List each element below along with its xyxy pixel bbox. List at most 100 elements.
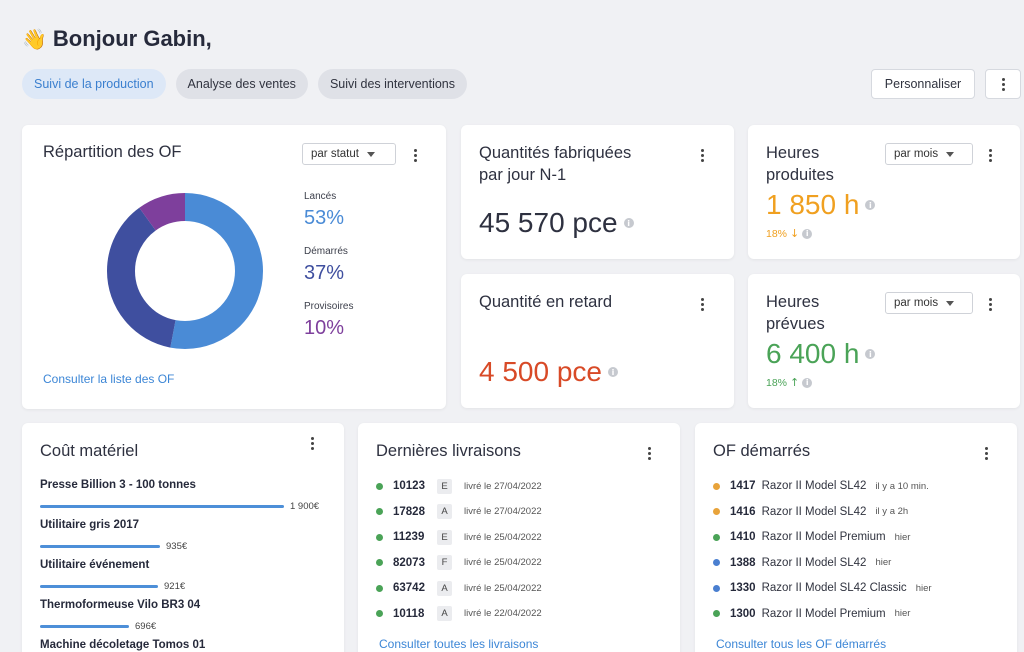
delivery-badge: A: [437, 606, 452, 621]
daily-quantity-value: 45 570 pce i: [479, 207, 634, 239]
material-cost-card: Coût matériel Presse Billion 3 - 100 ton…: [22, 423, 344, 652]
title-line-2: prévues: [766, 315, 825, 333]
info-icon[interactable]: i: [865, 200, 876, 210]
period-filter-select[interactable]: par mois: [885, 143, 973, 165]
more-vertical-icon[interactable]: [644, 446, 654, 460]
delivery-date: livré le 22/04/2022: [464, 608, 542, 619]
late-quantity-card: Quantité en retard 4 500 pce i: [461, 274, 734, 408]
cost-item: Thermoformeuse Vilo BR3 04 696€: [40, 599, 340, 632]
of-list-link[interactable]: Consulter la liste des OF: [43, 372, 175, 386]
status-dot: [376, 482, 383, 490]
select-value: par statut: [311, 148, 359, 160]
more-vertical-icon: [998, 77, 1008, 91]
cost-label: Thermoformeuse Vilo BR3 04: [40, 599, 201, 611]
started-of-card: OF démarrés 1417 Razor II Model SL42 il y …: [695, 423, 1017, 652]
of-number: 1388: [730, 556, 756, 569]
delivery-date: livré le 25/04/2022: [464, 531, 542, 543]
legend-label-provisional: Provisoires: [304, 301, 354, 312]
tab-interventions[interactable]: Suivi des interventions: [317, 69, 468, 99]
hours-produced-card: Heures produites par mois 1 850 h i 18% …: [748, 125, 1020, 259]
started-of-row[interactable]: 1330 Razor II Model SL42 Classic hier: [713, 580, 932, 596]
value-text: 45 570 pce: [479, 207, 618, 238]
info-icon[interactable]: i: [802, 228, 813, 239]
late-quantity-value: 4 500 pce i: [479, 356, 618, 388]
daily-quantity-card: Quantités fabriquées par jour N-1 45 570…: [461, 125, 734, 259]
trend-value: 18%: [766, 376, 788, 389]
of-time: hier: [915, 582, 932, 594]
legend-value-started: 37%: [304, 262, 345, 284]
started-of-row[interactable]: 1416 Razor II Model SL42 il y a 2h: [713, 504, 908, 520]
period-filter-select[interactable]: par mois: [885, 292, 973, 314]
tab-production[interactable]: Suivi de la production: [22, 69, 166, 99]
donut-slice-2[interactable]: [107, 193, 263, 349]
info-icon[interactable]: i: [623, 218, 634, 228]
delivery-badge: F: [437, 555, 452, 570]
hours-planned-card: Heures prévues par mois 6 400 h i 18% ↑ …: [748, 274, 1020, 408]
all-deliveries-link[interactable]: Consulter toutes les livraisons: [379, 637, 539, 651]
delivery-date: livré le 25/04/2022: [464, 582, 542, 594]
value-text: 4 500 pce: [479, 356, 602, 387]
legend-value-provisional: 10%: [304, 317, 345, 339]
info-icon[interactable]: i: [608, 367, 618, 377]
delivery-badge: E: [437, 478, 452, 494]
delivery-number: 17828: [393, 505, 425, 518]
cost-value: 921€: [164, 581, 186, 592]
chevron-down-icon: [946, 300, 955, 306]
more-options-button[interactable]: [985, 69, 1021, 99]
donut-slice-1[interactable]: [107, 193, 263, 349]
status-dot: [376, 508, 383, 515]
all-started-of-link[interactable]: Consulter tous les OF démarrés: [716, 637, 887, 651]
more-vertical-icon[interactable]: [985, 297, 995, 311]
started-of-row[interactable]: 1388 Razor II Model SL42 hier: [713, 555, 891, 571]
card-title: Heures prévues: [766, 291, 825, 335]
more-vertical-icon[interactable]: [985, 148, 995, 162]
of-number: 1417: [730, 480, 756, 492]
started-of-row[interactable]: 1417 Razor II Model SL42 il y a 10 min.: [713, 478, 929, 494]
card-title: OF démarrés: [713, 442, 811, 460]
card-title: Dernières livraisons: [376, 442, 521, 460]
delivery-badge: A: [437, 504, 452, 519]
delivery-badge: E: [437, 529, 452, 545]
more-vertical-icon[interactable]: [307, 436, 317, 450]
of-model: Razor II Model SL42 Classic: [761, 582, 907, 594]
title-line-2: produites: [766, 166, 834, 184]
more-vertical-icon[interactable]: [697, 148, 707, 162]
status-filter-select[interactable]: par statut: [302, 143, 396, 165]
delivery-number: 11239: [393, 531, 425, 543]
cost-value: 935€: [166, 541, 188, 552]
of-model: Razor II Model Premium: [761, 607, 886, 620]
cost-item: Utilitaire événement 921€: [40, 559, 340, 592]
of-time: hier: [894, 531, 911, 543]
title-line-1: Heures: [766, 293, 820, 311]
status-dot: [713, 610, 720, 617]
status-dot: [713, 559, 720, 566]
more-vertical-icon[interactable]: [981, 446, 991, 460]
legend-value-launched: 53%: [304, 207, 345, 229]
delivery-number: 10123: [393, 480, 425, 492]
of-number: 1330: [730, 582, 756, 594]
customize-button[interactable]: Personnaliser: [871, 69, 975, 99]
delivery-date: livré le 27/04/2022: [464, 506, 542, 517]
cost-bar: [40, 505, 284, 508]
chevron-down-icon: [366, 151, 375, 157]
info-icon[interactable]: i: [802, 377, 813, 388]
cost-item: Utilitaire gris 2017 935€: [40, 519, 340, 552]
tab-sales[interactable]: Analyse des ventes: [175, 69, 308, 99]
info-icon[interactable]: i: [865, 349, 876, 359]
cost-bar: [40, 625, 129, 628]
started-of-row[interactable]: 1300 Razor II Model Premium hier: [713, 606, 910, 622]
cost-label: Presse Billion 3 - 100 tonnes: [40, 479, 196, 491]
status-dot: [376, 533, 383, 541]
hours-produced-value: 1 850 h i: [766, 189, 876, 221]
started-of-row[interactable]: 1410 Razor II Model Premium hier: [713, 529, 910, 545]
of-number: 1300: [730, 607, 756, 620]
of-time: il y a 2h: [875, 506, 909, 517]
more-vertical-icon[interactable]: [410, 148, 420, 162]
more-vertical-icon[interactable]: [697, 297, 707, 311]
